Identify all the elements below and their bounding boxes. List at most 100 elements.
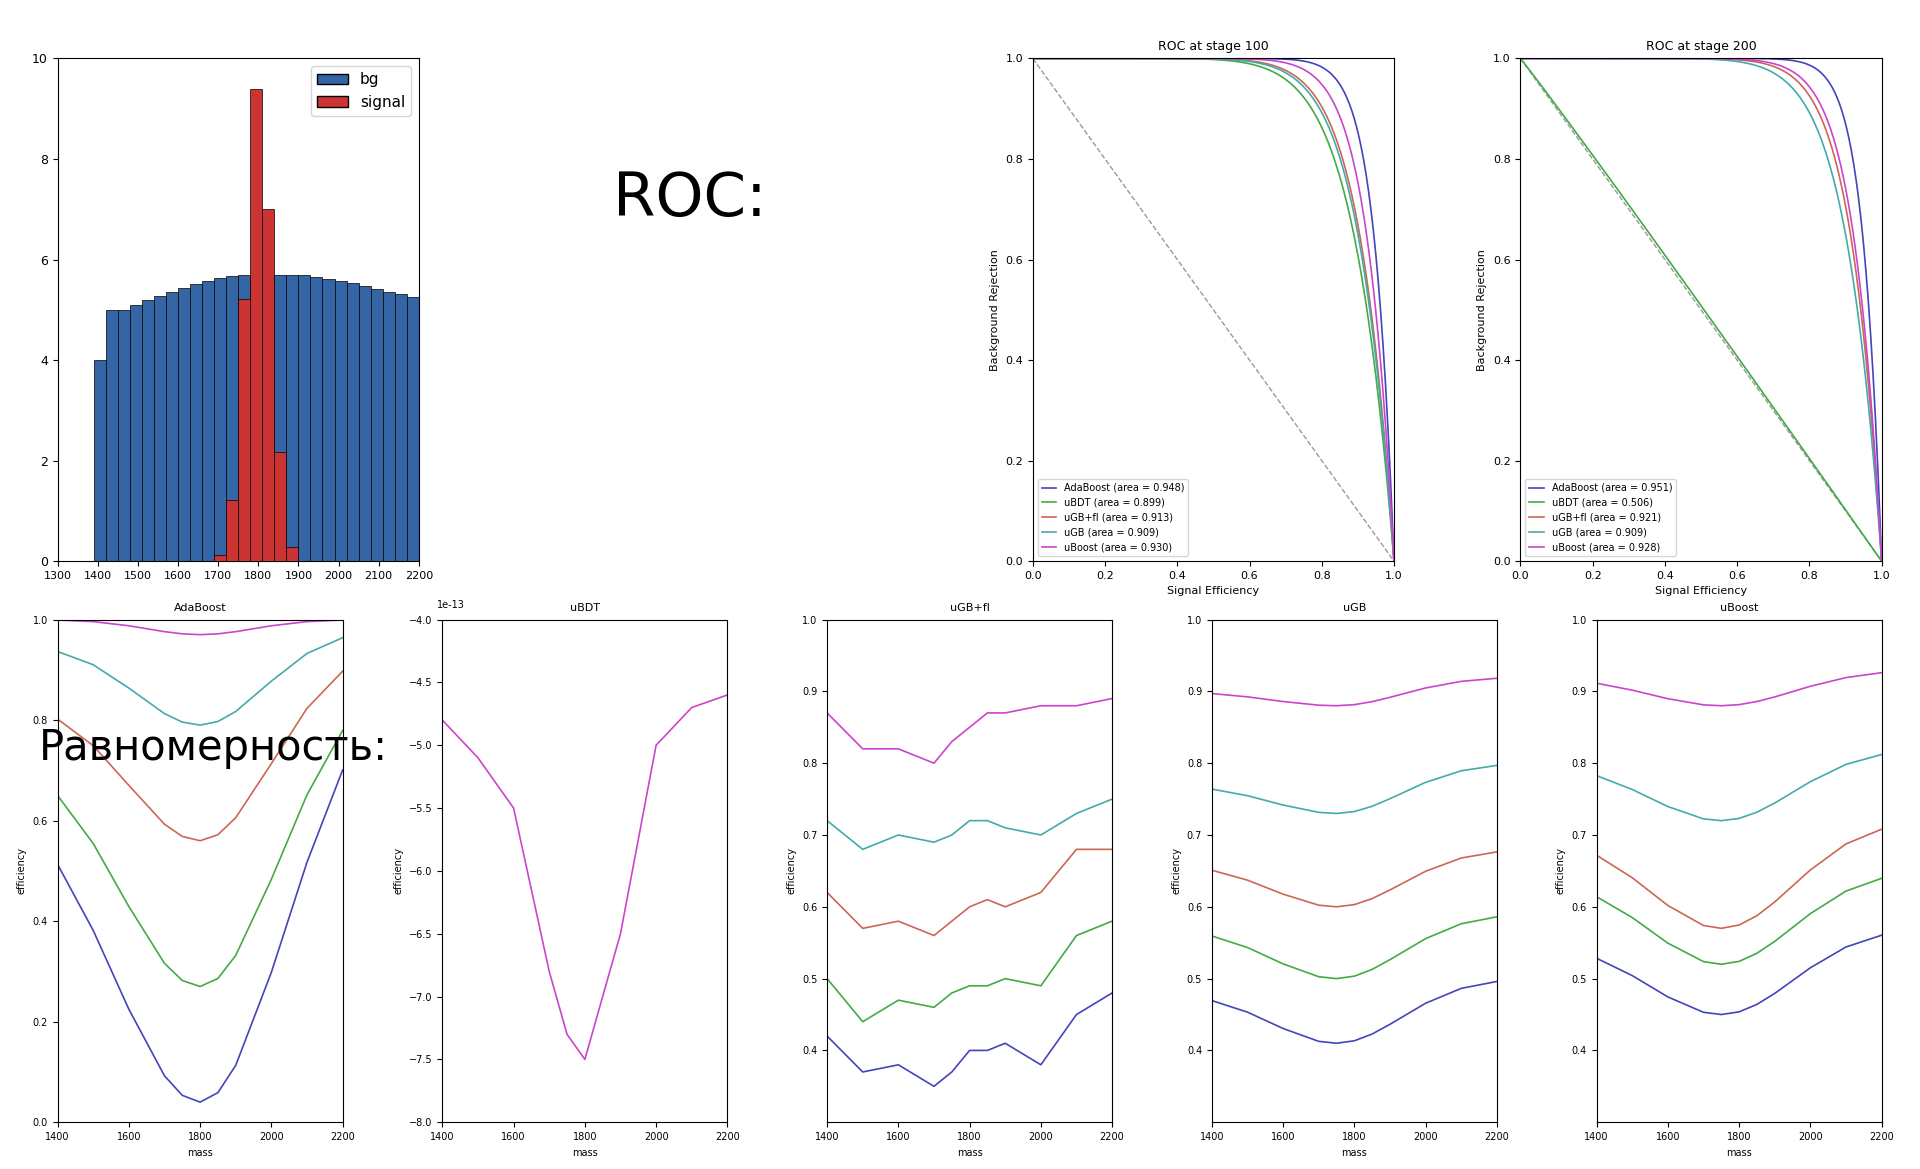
- Line: uGB (area = 0.909): uGB (area = 0.909): [1521, 58, 1882, 561]
- AdaBoost (area = 0.948): [1023, 51, 1046, 65]
- AdaBoost (area = 0.948): [1348, 136, 1371, 150]
- AdaBoost (area = 0.948): [1242, 51, 1265, 65]
- Title: uBoost: uBoost: [1720, 603, 1759, 614]
- AdaBoost (area = 0.951): [1511, 51, 1534, 65]
- Bar: [227, 500, 238, 561]
- uBoost (area = 0.928): [1724, 53, 1747, 67]
- Line: uBoost (area = 0.930): uBoost (area = 0.930): [1033, 58, 1394, 561]
- AdaBoost (area = 0.951): [1812, 70, 1836, 84]
- Legend: bg, signal: bg, signal: [311, 67, 411, 116]
- X-axis label: mass: mass: [572, 1148, 597, 1157]
- AdaBoost (area = 0.948): [1235, 51, 1258, 65]
- uBDT (area = 0.506): [1724, 347, 1747, 361]
- AdaBoost (area = 0.948): [1021, 51, 1044, 65]
- Y-axis label: efficiency: efficiency: [17, 848, 27, 894]
- Y-axis label: efficiency: efficiency: [394, 848, 403, 894]
- uBoost (area = 0.928): [1836, 193, 1859, 207]
- Bar: [250, 89, 263, 561]
- uGB+fl (area = 0.921): [1836, 212, 1859, 226]
- uBDT (area = 0.899): [1325, 161, 1348, 175]
- uGB+fl (area = 0.913): [1236, 54, 1260, 68]
- Bar: [238, 298, 250, 561]
- Text: Равномерность:: Равномерность:: [38, 727, 388, 769]
- Line: AdaBoost (area = 0.951): AdaBoost (area = 0.951): [1521, 58, 1882, 561]
- AdaBoost (area = 0.951): [1730, 51, 1753, 65]
- uBoost (area = 0.930): [1023, 51, 1046, 65]
- Bar: [346, 283, 359, 561]
- Bar: [131, 305, 142, 561]
- Bar: [179, 288, 190, 561]
- Bar: [298, 275, 311, 561]
- uBoost (area = 0.928): [1870, 554, 1893, 568]
- Y-axis label: Background Rejection: Background Rejection: [1476, 249, 1488, 371]
- uGB (area = 0.909): [1242, 55, 1265, 69]
- Bar: [286, 547, 298, 561]
- uBoost (area = 0.928): [1812, 106, 1836, 120]
- uBDT (area = 0.506): [1511, 53, 1534, 67]
- Y-axis label: efficiency: efficiency: [1555, 848, 1567, 894]
- uBDT (area = 0.506): [1870, 554, 1893, 568]
- Bar: [215, 555, 227, 561]
- uGB (area = 0.909): [1812, 143, 1836, 157]
- AdaBoost (area = 0.951): [1722, 51, 1745, 65]
- Bar: [323, 278, 334, 561]
- AdaBoost (area = 0.948): [1236, 51, 1260, 65]
- Bar: [215, 278, 227, 561]
- uBDT (area = 0.899): [1023, 51, 1046, 65]
- uBoost (area = 0.930): [1348, 187, 1371, 201]
- AdaBoost (area = 0.951): [1836, 126, 1859, 140]
- uBDT (area = 0.899): [1235, 56, 1258, 70]
- X-axis label: mass: mass: [1726, 1148, 1751, 1157]
- uGB (area = 0.909): [1023, 51, 1046, 65]
- Bar: [311, 277, 323, 561]
- uGB+fl (area = 0.913): [1021, 51, 1044, 65]
- Line: uGB+fl (area = 0.921): uGB+fl (area = 0.921): [1521, 58, 1882, 561]
- uGB+fl (area = 0.921): [1724, 53, 1747, 67]
- Legend: AdaBoost (area = 0.951), uBDT (area = 0.506), uGB+fl (area = 0.921), uGB (area =: AdaBoost (area = 0.951), uBDT (area = 0.…: [1524, 479, 1676, 556]
- uGB+fl (area = 0.913): [1382, 554, 1405, 568]
- uBoost (area = 0.930): [1235, 51, 1258, 65]
- Bar: [154, 296, 165, 561]
- Bar: [165, 291, 179, 561]
- Title: uGB: uGB: [1342, 603, 1365, 614]
- Bar: [106, 310, 117, 561]
- X-axis label: mass: mass: [956, 1148, 983, 1157]
- Y-axis label: efficiency: efficiency: [787, 848, 797, 894]
- Bar: [227, 276, 238, 561]
- uGB+fl (area = 0.913): [1348, 230, 1371, 244]
- Line: uBDT (area = 0.506): uBDT (area = 0.506): [1521, 58, 1882, 561]
- Bar: [238, 275, 250, 561]
- uGB+fl (area = 0.921): [1509, 51, 1532, 65]
- Bar: [94, 360, 106, 561]
- uBDT (area = 0.899): [1236, 56, 1260, 70]
- Title: ROC at stage 100: ROC at stage 100: [1158, 40, 1269, 53]
- Bar: [250, 275, 263, 561]
- uGB (area = 0.909): [1730, 55, 1753, 69]
- Title: uGB+fl: uGB+fl: [950, 603, 989, 614]
- uGB+fl (area = 0.921): [1511, 51, 1534, 65]
- Line: uGB (area = 0.909): uGB (area = 0.909): [1033, 58, 1394, 561]
- uBoost (area = 0.930): [1021, 51, 1044, 65]
- uGB (area = 0.909): [1511, 51, 1534, 65]
- uGB+fl (area = 0.913): [1242, 54, 1265, 68]
- uBDT (area = 0.506): [1812, 473, 1836, 487]
- Text: 1e-13: 1e-13: [436, 600, 465, 609]
- uGB (area = 0.909): [1236, 54, 1260, 68]
- Bar: [286, 275, 298, 561]
- Line: AdaBoost (area = 0.948): AdaBoost (area = 0.948): [1033, 58, 1394, 561]
- uBDT (area = 0.899): [1242, 57, 1265, 71]
- Text: ROC:: ROC:: [612, 170, 766, 229]
- Bar: [396, 295, 407, 561]
- Line: uBDT (area = 0.899): uBDT (area = 0.899): [1033, 58, 1394, 561]
- uGB+fl (area = 0.913): [1325, 134, 1348, 148]
- uGB (area = 0.909): [1836, 240, 1859, 254]
- AdaBoost (area = 0.951): [1724, 51, 1747, 65]
- uBoost (area = 0.930): [1325, 103, 1348, 117]
- uBoost (area = 0.928): [1511, 51, 1534, 65]
- Bar: [371, 289, 382, 561]
- uBDT (area = 0.899): [1348, 261, 1371, 275]
- uGB+fl (area = 0.921): [1722, 53, 1745, 67]
- uBoost (area = 0.928): [1730, 53, 1753, 67]
- X-axis label: mass: mass: [1342, 1148, 1367, 1157]
- X-axis label: Signal Efficiency: Signal Efficiency: [1167, 587, 1260, 596]
